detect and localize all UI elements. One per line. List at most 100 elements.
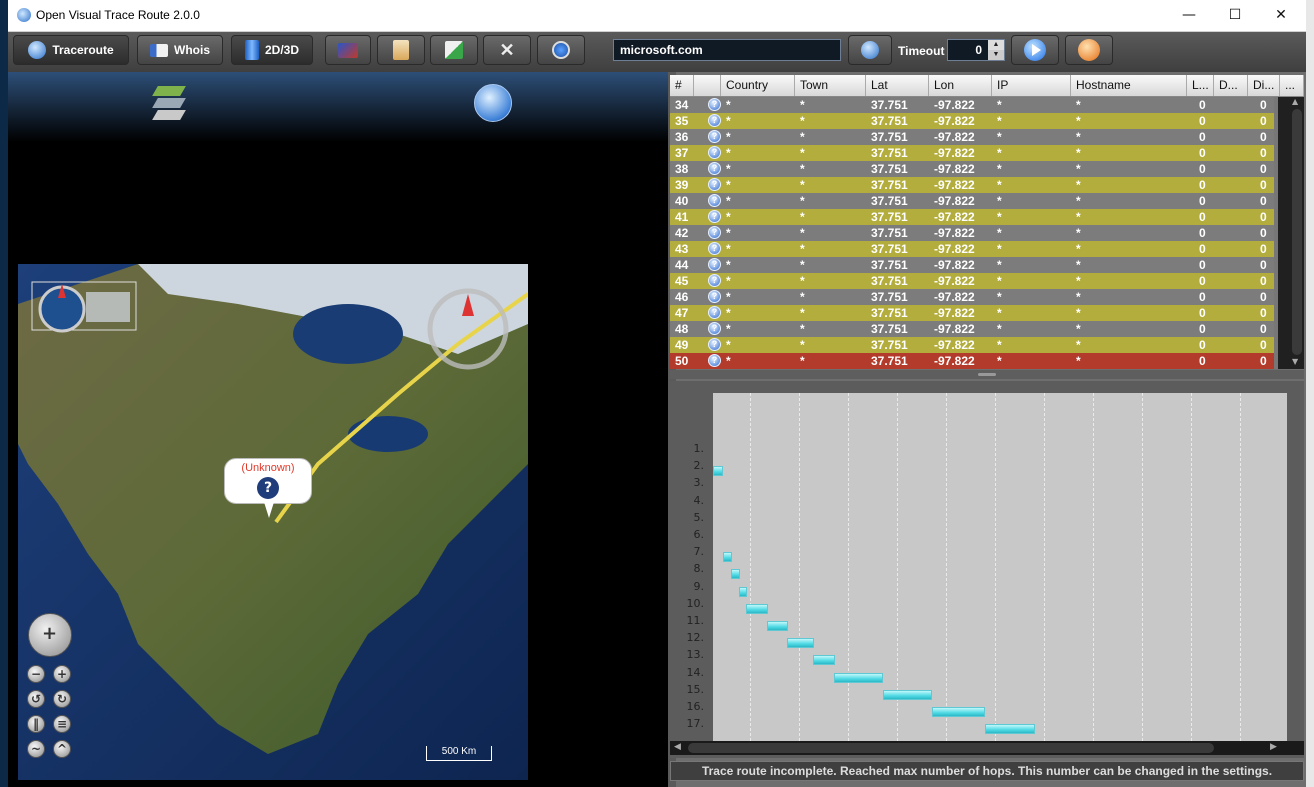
col-header-icon[interactable] [694, 75, 721, 96]
cell-dns [1214, 289, 1248, 305]
chart-scroll-thumb[interactable] [688, 743, 1214, 753]
col-header-lon[interactable]: Lon [929, 75, 992, 96]
horizontal-splitter[interactable] [670, 370, 1304, 379]
table-row[interactable]: 44 * * 37.751 -97.822 * * 0 0? [670, 257, 1274, 273]
table-row[interactable]: 46 * * 37.751 -97.822 * * 0 0? [670, 289, 1274, 305]
cell-lat: 37.751 [871, 322, 908, 336]
table-row[interactable]: 39 * * 37.751 -97.822 * * 0 0? [670, 177, 1274, 193]
info-button[interactable] [537, 35, 585, 65]
table-row[interactable]: 43 * * 37.751 -97.822 * * 0 0? [670, 241, 1274, 257]
level-button[interactable]: ≡ [53, 715, 71, 733]
hop-marker-bubble[interactable]: (Unknown) ? [224, 458, 312, 504]
cell-hostname: * [1076, 274, 1081, 288]
table-row[interactable]: 38 * * 37.751 -97.822 * * 0 0? [670, 161, 1274, 177]
table-row[interactable]: 47 * * 37.751 -97.822 * * 0 0? [670, 305, 1274, 321]
cell-distance: 0 [1260, 354, 1267, 368]
table-scrollbar[interactable]: ▲ ▼ [1278, 97, 1304, 369]
table-row[interactable]: 48 * * 37.751 -97.822 * * 0 0? [670, 321, 1274, 337]
stop-button[interactable] [1065, 35, 1113, 65]
scroll-thumb[interactable] [1292, 109, 1302, 355]
spinner-up-icon[interactable]: ▲ [988, 40, 1004, 50]
rotate-right-button[interactable]: ↻ [53, 690, 71, 708]
scroll-up-icon[interactable]: ▲ [1292, 97, 1299, 106]
unknown-hop-icon: ? [708, 194, 721, 207]
cell-lon: -97.822 [934, 242, 975, 256]
cell-hostname: * [1076, 98, 1081, 112]
hop-label: 12. [686, 631, 705, 645]
cell-latency: 0 [1199, 226, 1206, 240]
col-header-ip[interactable]: IP [992, 75, 1071, 96]
cell-distance: 0 [1260, 130, 1267, 144]
cell-distance: 0 [1260, 338, 1267, 352]
cell-hostname: * [1076, 130, 1081, 144]
col-header-country[interactable]: Country [721, 75, 795, 96]
chart-scroll-left-icon[interactable]: ◀ [674, 742, 681, 752]
table-row[interactable]: 35 * * 37.751 -97.822 * * 0 0? [670, 113, 1274, 129]
maximize-button[interactable]: ☐ [1228, 7, 1242, 23]
unknown-hop-icon: ? [708, 178, 721, 191]
host-input[interactable] [613, 39, 841, 61]
sky-gradient [8, 72, 668, 142]
traceroute-button[interactable]: Traceroute [13, 35, 129, 65]
col-header-lat[interactable]: Lat [866, 75, 929, 96]
col-header-more[interactable]: ... [1280, 75, 1304, 96]
spinner-down-icon[interactable]: ▼ [988, 50, 1004, 60]
clipboard-button[interactable] [377, 35, 425, 65]
col-header-hostname[interactable]: Hostname [1071, 75, 1187, 96]
earth-map[interactable] [18, 264, 528, 780]
col-header-distance[interactable]: Di... [1248, 75, 1280, 96]
table-row[interactable]: 45 * * 37.751 -97.822 * * 0 0? [670, 273, 1274, 289]
table-row[interactable]: 34 * * 37.751 -97.822 * * 0 0? [670, 97, 1274, 113]
table-row[interactable]: 37 * * 37.751 -97.822 * * 0 0? [670, 145, 1274, 161]
cell-town: * [800, 114, 805, 128]
cell-number: 35 [675, 114, 689, 128]
view-2d3d-button[interactable]: 2D/3D [231, 35, 313, 65]
whois-button[interactable]: Whois [137, 35, 223, 65]
cell-distance: 0 [1260, 194, 1267, 208]
latency-bar [739, 586, 747, 597]
latency-bar [787, 638, 814, 649]
export-button[interactable] [430, 35, 478, 65]
unknown-hop-icon: ? [708, 274, 721, 287]
table-row[interactable]: 41 * * 37.751 -97.822 * * 0 0? [670, 209, 1274, 225]
table-row[interactable]: 42 * * 37.751 -97.822 * * 0 0? [670, 225, 1274, 241]
layers-icon[interactable] [151, 84, 187, 124]
table-row[interactable]: 50 * * 37.751 -97.822 * * 0 0? [670, 353, 1274, 369]
hop-label: 8. [693, 562, 705, 576]
pan-control[interactable]: + [28, 613, 72, 657]
chart-scrollbar[interactable]: ◀ ▶ [670, 741, 1304, 755]
resolve-host-button[interactable] [848, 35, 892, 65]
cell-lon: -97.822 [934, 98, 975, 112]
cell-dns [1214, 257, 1248, 273]
elevation-down-button[interactable]: ~ [27, 740, 45, 758]
table-row[interactable]: 36 * * 37.751 -97.822 * * 0 0? [670, 129, 1274, 145]
rotate-left-button[interactable]: ↺ [27, 690, 45, 708]
col-header-number[interactable]: # [670, 75, 694, 96]
start-trace-button[interactable] [1011, 35, 1059, 65]
zoom-in-button[interactable]: + [53, 665, 71, 683]
col-header-dns[interactable]: D... [1214, 75, 1248, 96]
latency-chart-plot [713, 393, 1287, 752]
unknown-hop-icon: ? [708, 290, 721, 303]
table-row[interactable]: 49 * * 37.751 -97.822 * * 0 0? [670, 337, 1274, 353]
chart-scroll-right-icon[interactable]: ▶ [1270, 742, 1277, 752]
minimize-button[interactable]: — [1182, 7, 1196, 23]
settings-button[interactable]: ✕ [483, 35, 531, 65]
cell-country: * [726, 210, 731, 224]
zoom-out-button[interactable]: − [27, 665, 45, 683]
close-button[interactable]: ✕ [1275, 7, 1287, 23]
scroll-down-icon[interactable]: ▼ [1292, 357, 1299, 366]
world-globe-icon[interactable] [474, 84, 512, 122]
map-pane[interactable]: (Unknown) ? + − + ↺ ↻ ‖ ≡ ~ ^ 500 Km [8, 72, 668, 787]
map-image-button[interactable] [325, 35, 371, 65]
cell-number: 46 [675, 290, 689, 304]
tilt-button[interactable]: ‖ [27, 715, 45, 733]
cell-number: 34 [675, 98, 689, 112]
col-header-latency[interactable]: L... [1187, 75, 1214, 96]
elevation-up-button[interactable]: ^ [53, 740, 71, 758]
mini-compass-needle [58, 284, 66, 298]
col-header-town[interactable]: Town [795, 75, 866, 96]
timeout-spinner[interactable]: 0 ▲ ▼ [947, 39, 1005, 61]
table-row[interactable]: 40 * * 37.751 -97.822 * * 0 0? [670, 193, 1274, 209]
cell-latency: 0 [1199, 354, 1206, 368]
